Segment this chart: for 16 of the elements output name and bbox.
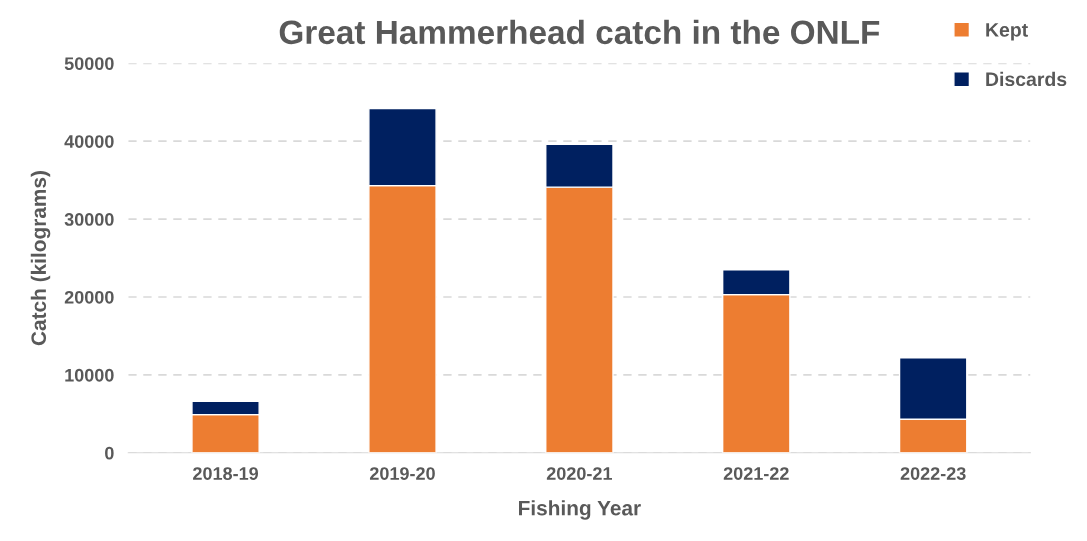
chart-title: Great Hammerhead catch in the ONLF: [279, 19, 880, 45]
y-axis-title: Catch (kilograms): [30, 171, 51, 346]
y-tick-label: 0: [105, 446, 114, 460]
x-tick-label: 2021-22: [723, 467, 789, 480]
legend-label: Kept: [986, 23, 1028, 41]
y-tick-label: 20000: [64, 290, 114, 304]
x-tick-label: 2022-23: [900, 467, 966, 480]
x-tick-label: 2019-20: [369, 467, 435, 480]
x-tick-label: 2020-21: [546, 467, 612, 480]
y-tick-label: 10000: [65, 368, 114, 382]
y-tick-label: 40000: [64, 135, 114, 148]
x-axis-title: Fishing Year: [519, 500, 641, 520]
legend-label: Discards: [986, 71, 1067, 87]
y-tick-label: 50000: [64, 57, 114, 71]
x-tick-label: 2018-19: [193, 467, 259, 480]
y-tick-label: 30000: [64, 213, 114, 226]
